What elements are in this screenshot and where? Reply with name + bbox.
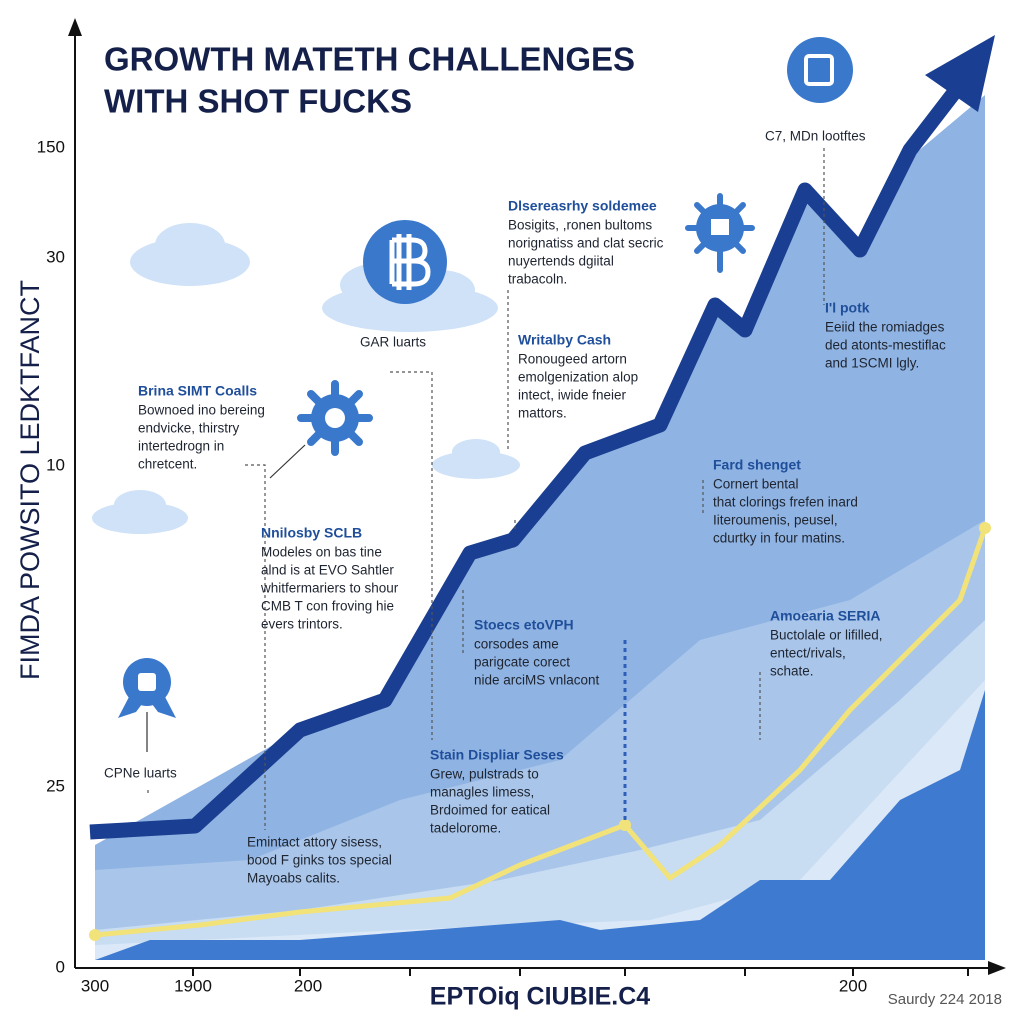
annotation-text: Iiteroumenis, peusel, (713, 513, 838, 528)
annotation-text: Bosigits, ,ronen bultoms (508, 218, 652, 233)
leaders (146, 148, 825, 830)
annotation-text: whitfermariers to shour (260, 581, 399, 596)
annotation-title: Amoearia SERIA (770, 608, 880, 624)
chart-art (89, 35, 995, 960)
annotation-text: intect, iwide fneier (518, 388, 627, 403)
annotation-title: Nnilosby SCLB (261, 525, 362, 541)
annotation-text: chretcent. (138, 457, 197, 472)
annotation-text: schate. (770, 664, 814, 679)
annotation-text: nuyertends dgiital (508, 254, 614, 269)
y-axis-label: FIMDA POWSITO LEDKTFANCT (15, 280, 45, 680)
annotation-text: Ronougeed artorn (518, 352, 627, 367)
texts: GROWTH MATETH CHALLENGES WITH SHOT FUCKS F… (15, 41, 1002, 1011)
annotation-text: Brdoimed for eatical (430, 803, 550, 818)
annotation-title: Dlsereasrhy soldemee (508, 198, 657, 214)
annotation-text: managles limess, (430, 785, 534, 800)
annotation-text: Cornert bental (713, 477, 799, 492)
annotation-text: that clorings frefen inard (713, 495, 858, 510)
x-tick-label: 200 (839, 976, 867, 995)
annotation-text: Grew, pulstrads to (430, 767, 539, 782)
footer-brand: EPTOiq CIUBIE.C4 (430, 983, 651, 1011)
annotation-text: and 1SCMI lgly. (825, 356, 919, 371)
annotation-text: corsodes ame (474, 637, 559, 652)
annotation-text: evers trintors. (261, 617, 343, 632)
annotation-text: Modeles on bas tine (261, 545, 382, 560)
annotation-text: Bownoed ino bereing (138, 403, 265, 418)
x-tick-label: 300 (81, 976, 109, 995)
y-tick-label: 30 (46, 247, 65, 266)
annotation-title: Stain Displiar Seses (430, 747, 564, 763)
annotation-text: cdurtky in four matins. (713, 531, 845, 546)
annotation-text: parigcate corect (474, 655, 570, 670)
annotation-label: C7, MDn lootftes (765, 129, 866, 144)
annotation-text: bood F ginks tos special (247, 853, 392, 868)
annotation-text: Emintact attory sisess, (247, 835, 382, 850)
annotation-label: CPNe luarts (104, 766, 177, 781)
x-tick-label: 1900 (174, 976, 212, 995)
annotation-title: Brina SIMT Coalls (138, 383, 257, 399)
y-tick-label: 150 (37, 137, 65, 156)
annotation-text: CMB T con froving hie (261, 599, 394, 614)
annotation-text: Eeiid the romiadges (825, 320, 945, 335)
title-line: GROWTH MATETH CHALLENGES (104, 41, 635, 78)
annotation-text: tadelorome. (430, 821, 501, 836)
annotation-text: intertedrogn in (138, 439, 224, 454)
annotation-title: Stoecs etoVPH (474, 617, 574, 633)
axes (68, 18, 1006, 976)
annotation-text: endvicke, thirstry (138, 421, 240, 436)
annotation-title: Fard shenget (713, 457, 801, 473)
annotation-text: alnd is at EVO Sahtler (261, 563, 394, 578)
annotation-text: emolgenization alop (518, 370, 638, 385)
footer-credit: Saurdy 224 2018 (888, 991, 1002, 1008)
annotation-text: trabacoln. (508, 272, 567, 287)
x-tick-label: 200 (294, 976, 322, 995)
annotation-text: Mayoabs calits. (247, 871, 340, 886)
annotation-title: I'l potk (825, 300, 870, 316)
annotation-title: Writalby Cash (518, 332, 611, 348)
y-tick-label: 25 (46, 776, 65, 795)
annotation-text: mattors. (518, 406, 567, 421)
y-tick-label: 10 (46, 455, 65, 474)
title-line: WITH SHOT FUCKS (104, 83, 412, 120)
annotation-text: Buctolale or lifilled, (770, 628, 883, 643)
annotation-text: norignatiss and clat secric (508, 236, 664, 251)
annotation-text: nide arciMS vnlacont (474, 673, 600, 688)
annotation-text: entect/rivals, (770, 646, 846, 661)
annotation-label: GAR luarts (360, 335, 426, 350)
y-tick-label: 0 (56, 957, 65, 976)
annotation-text: ded atonts-mestiflac (825, 338, 946, 353)
icons (118, 37, 853, 718)
